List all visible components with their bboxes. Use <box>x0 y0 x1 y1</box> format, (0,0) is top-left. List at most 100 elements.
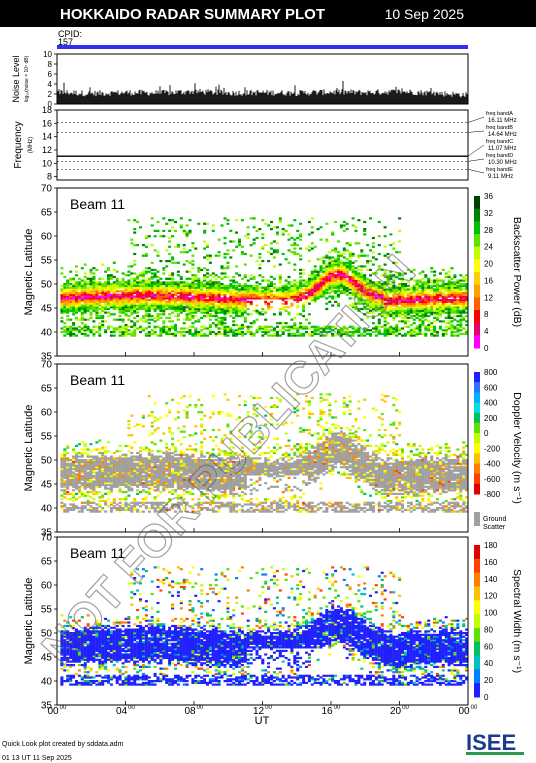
heatmap-cell <box>223 217 227 220</box>
heatmap-cell <box>104 501 108 504</box>
heatmap-cell <box>404 311 407 314</box>
heatmap-cell <box>124 476 128 479</box>
heatmap-cell <box>235 219 239 222</box>
heatmap-cell <box>133 277 137 280</box>
heatmap-cell <box>66 482 70 485</box>
heatmap-cell <box>348 291 352 295</box>
heatmap-cell <box>339 284 343 287</box>
heatmap-cell <box>366 299 370 302</box>
heatmap-cell <box>313 293 317 296</box>
heatmap-cell <box>348 334 352 337</box>
heatmap-cell <box>118 450 122 453</box>
heatmap-cell <box>313 332 317 335</box>
heatmap-cell <box>98 464 102 467</box>
heatmap-cell <box>115 329 119 332</box>
heatmap-cell <box>168 297 172 300</box>
heatmap-cell <box>156 457 160 460</box>
heatmap-cell <box>386 274 390 277</box>
heatmap-cell <box>363 275 367 279</box>
heatmap-cell <box>139 469 142 472</box>
heatmap-cell <box>246 236 250 240</box>
heatmap-cell <box>133 252 137 256</box>
heatmap-cell <box>325 265 329 268</box>
heatmap-cell <box>98 510 102 513</box>
heatmap-cell <box>156 460 160 463</box>
heatmap-cell <box>430 270 434 273</box>
heatmap-cell <box>412 329 416 332</box>
heatmap-cell <box>168 306 172 309</box>
heatmap-cell <box>124 498 128 501</box>
heatmap-cell <box>92 283 96 286</box>
noise-frame <box>56 53 469 105</box>
heatmap-cell <box>136 291 140 295</box>
heatmap-cell <box>421 283 425 286</box>
heatmap-cell <box>191 297 195 300</box>
heatmap-cell <box>72 283 76 286</box>
heatmap-cell <box>60 501 64 504</box>
heatmap-cell <box>83 290 87 293</box>
heatmap-cell <box>363 283 367 286</box>
heatmap-cell <box>80 318 84 321</box>
heatmap-cell <box>325 327 329 330</box>
heatmap-cell <box>115 279 119 282</box>
heatmap-cell <box>121 476 125 479</box>
heatmap-cell <box>249 217 253 220</box>
heatmap-cell <box>203 311 207 314</box>
heatmap-cell <box>80 448 84 451</box>
heatmap-cell <box>191 316 195 319</box>
heatmap-cell <box>89 293 93 296</box>
heatmap-cell <box>104 460 108 463</box>
heatmap-cell <box>331 281 335 284</box>
heatmap-cell <box>465 307 469 311</box>
heatmap-cell <box>141 295 145 298</box>
heatmap-cell <box>136 473 140 476</box>
heatmap-cell <box>112 318 116 321</box>
heatmap-cell <box>427 311 431 314</box>
heatmap-cell <box>118 299 122 302</box>
plot-date: 10 Sep 2025 <box>385 6 465 22</box>
heatmap-cell <box>98 284 102 287</box>
heatmap-cell <box>334 283 338 286</box>
heatmap-cell <box>249 288 253 291</box>
heatmap-cell <box>348 331 352 334</box>
heatmap-cell <box>261 288 265 291</box>
heatmap-cell <box>258 311 262 314</box>
heatmap-cell <box>258 327 262 330</box>
heatmap-cell <box>118 331 122 334</box>
heatmap-cell <box>197 270 201 273</box>
heatmap-cell <box>130 482 134 485</box>
heatmap-cell <box>424 309 428 312</box>
heatmap-cell <box>206 244 209 247</box>
heatmap-cell <box>75 288 78 291</box>
heatmap-cells <box>60 217 469 337</box>
heatmap-cell <box>112 460 116 463</box>
heatmap-cell <box>380 274 384 277</box>
heatmap-cell <box>176 297 180 300</box>
heatmap-cell <box>147 466 151 469</box>
heatmap-cell <box>450 277 454 280</box>
heatmap-cell <box>101 462 105 465</box>
heatmap-cell <box>109 508 113 511</box>
heatmap-cell <box>159 260 163 263</box>
heatmap-cell <box>75 473 78 476</box>
heatmap-cell <box>392 331 396 334</box>
heatmap-cell <box>302 327 306 330</box>
heatmap-cell <box>60 489 64 492</box>
heatmap-cell <box>334 220 338 224</box>
heatmap-cell <box>194 290 198 293</box>
heatmap-cell <box>459 274 463 277</box>
heatmap-cell <box>139 327 142 330</box>
heatmap-cell <box>313 327 317 330</box>
heatmap-cell <box>374 293 378 296</box>
heatmap-cell <box>104 450 108 453</box>
heatmap-cell <box>287 224 291 227</box>
heatmap-cell <box>331 329 335 332</box>
heatmap-cell <box>109 489 113 492</box>
heatmap-cell <box>191 304 195 307</box>
heatmap-cell <box>75 327 78 330</box>
heatmap-cell <box>200 286 204 289</box>
heatmap-cell <box>447 320 451 323</box>
heatmap-cell <box>112 284 116 287</box>
heatmap-cell <box>267 284 271 287</box>
